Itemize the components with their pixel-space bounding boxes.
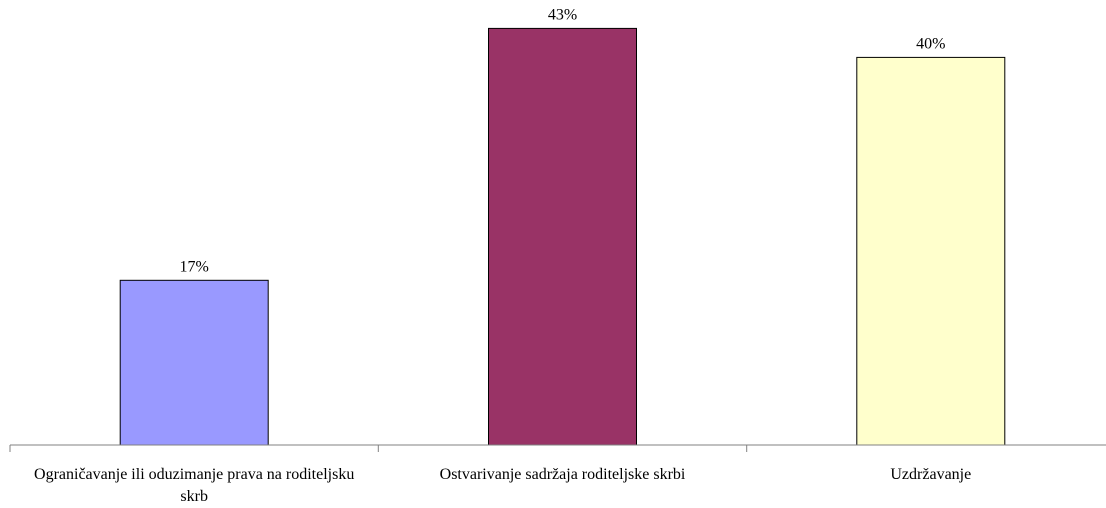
x-axis — [9, 444, 1106, 452]
bar-1 — [119, 279, 269, 446]
x-tick-label: Ograničavanje ili oduzimanje prava na ro… — [34, 466, 355, 505]
data-label-3: 40% — [916, 35, 945, 52]
data-labels-group: 17% 43% 40% — [180, 6, 946, 275]
bars-group — [119, 27, 1006, 446]
x-tick-label: Ostvarivanje sadržaja roditeljske skrbi — [439, 466, 686, 483]
data-label-1: 17% — [180, 258, 209, 275]
data-label-2: 43% — [548, 6, 577, 23]
bar-2 — [488, 27, 637, 446]
bar-3 — [856, 56, 1006, 446]
x-tick-label: Uzdržavanje — [890, 466, 972, 483]
